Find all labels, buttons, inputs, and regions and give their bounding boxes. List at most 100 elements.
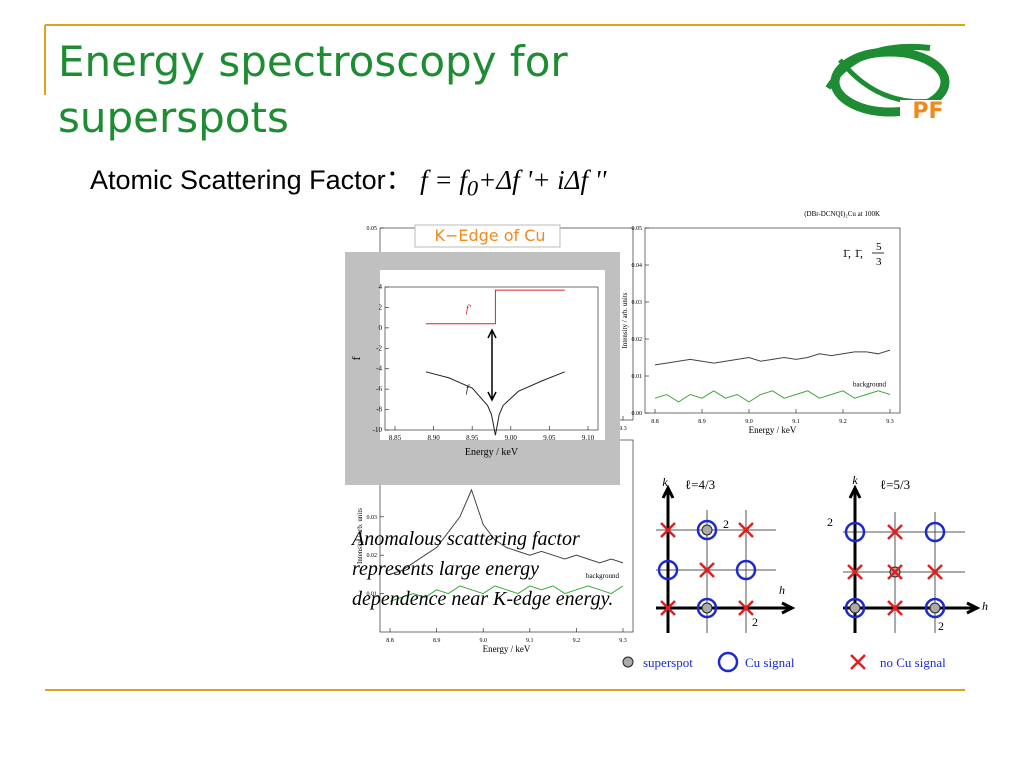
y-tick-label: 0.02 <box>367 553 378 559</box>
no-cu-marker <box>887 564 903 580</box>
x-tick-label: 9.1 <box>526 638 534 644</box>
formula: f = f <box>420 165 467 195</box>
cu-marker <box>657 559 679 581</box>
y-tick-label: 0.01 <box>632 374 643 380</box>
x-tick-label: 8.9 <box>698 419 706 425</box>
y-tick-label: 2 <box>379 303 383 311</box>
no-cu-marker <box>850 654 866 670</box>
cu-marker <box>844 521 866 543</box>
no-cu-marker <box>927 564 943 580</box>
y-axis-label: Intensity / arb. units <box>621 292 629 348</box>
y-tick-label: 0.03 <box>632 300 643 306</box>
y-tick-label: 0 <box>379 324 383 332</box>
reflection-num: 5 <box>876 241 882 253</box>
logo: PF <box>825 43 956 124</box>
no-cu-marker <box>738 522 754 538</box>
x-tick-label: 9.00 <box>505 434 518 442</box>
h-mark: 2 <box>752 615 758 629</box>
x-tick-label: 9.1 <box>792 419 800 425</box>
y-tick-label: -8 <box>376 406 382 414</box>
cu-marker <box>924 597 946 619</box>
x-tick-label: 9.2 <box>573 638 581 644</box>
series-line <box>389 585 624 602</box>
y-tick-label: 0.05 <box>632 226 643 232</box>
subtitle: Atomic Scattering Factor： f = f0+Δf '+ i… <box>90 158 606 201</box>
superspot-marker <box>701 524 713 536</box>
formula-end: +Δf '+ iΔf '' <box>478 165 607 195</box>
plot-frame <box>644 227 901 414</box>
no-cu-marker <box>699 562 715 578</box>
logo-text: PF <box>912 99 943 124</box>
y-tick-label: 0.04 <box>632 263 643 269</box>
series-label: background <box>853 381 887 389</box>
x-axis-label: Energy / keV <box>483 644 531 654</box>
diagram-title: ℓ=4/3 <box>685 477 715 492</box>
y-tick-label: -2 <box>376 344 382 352</box>
legend-label: superspot <box>643 655 693 670</box>
x-tick-label: 9.3 <box>886 419 894 425</box>
superspot-marker <box>622 656 634 668</box>
y-tick-label: -6 <box>376 385 382 393</box>
x-tick-label: 8.8 <box>386 638 394 644</box>
h-axis <box>656 601 796 615</box>
x-tick-label: 9.10 <box>582 434 595 442</box>
series-label: f <box>466 384 470 395</box>
x-tick-label: 8.85 <box>389 434 402 442</box>
h-mark: 2 <box>938 619 944 633</box>
y-tick-label: 0.03 <box>367 515 378 521</box>
cu-marker <box>696 597 718 619</box>
cu-marker <box>717 651 739 673</box>
x-axis-label: Energy / keV <box>749 425 797 435</box>
x-axis-label: Energy / keV <box>465 447 519 458</box>
y-tick-label: -4 <box>376 365 382 373</box>
h-label: h <box>779 583 785 597</box>
series-line <box>654 390 891 403</box>
series-line <box>654 349 891 366</box>
chart-bottom-left: 0.01 0.02 0.03 8.8 8.9 9.0 9.1 9.2 9.3 Energy / k… <box>356 439 634 654</box>
y-tick-label: 0.02 <box>632 337 643 343</box>
subtitle-label: Atomic Scattering Factor <box>90 165 386 195</box>
x-tick-label: 8.9 <box>433 638 441 644</box>
formula-sub: 0 <box>466 175 479 201</box>
x-tick-label: 9.3 <box>619 638 627 644</box>
slide-title: Energy spectroscopy for superspots <box>58 37 568 142</box>
no-cu-marker <box>887 600 903 616</box>
y-axis-label: f <box>349 357 363 361</box>
x-tick-label: 8.95 <box>466 434 479 442</box>
diagrams: ℓ=4/3 k h 2 2 ℓ=5/3 k h 2 2 superspot Cu signal no C… <box>622 473 988 673</box>
cu-marker <box>924 521 946 543</box>
x-tick-label: 8.8 <box>651 419 659 425</box>
inset-label: K−Edge of Cu <box>434 226 545 245</box>
superspot-marker <box>929 602 941 614</box>
series-line <box>425 289 565 325</box>
no-cu-marker <box>847 564 863 580</box>
series-line <box>425 371 565 436</box>
series-line <box>389 488 624 575</box>
legend-label: no Cu signal <box>880 655 946 670</box>
k-label: k <box>662 475 668 489</box>
note: Anomalous scattering factor represents l… <box>352 528 614 610</box>
x-tick-label: 9.05 <box>543 434 556 442</box>
no-cu-marker <box>887 524 903 540</box>
x-tick-label: 8.90 <box>427 434 440 442</box>
y-tick-label: 0.05 <box>367 226 378 232</box>
reflection-index: 1̄, 1̄, <box>842 246 863 260</box>
chart-top-right: 0.00 0.01 0.02 0.03 0.04 0.05 8.8 8.9 9.0 9.1 9.2 9… <box>621 210 901 435</box>
x-tick-label: 9.0 <box>745 419 753 425</box>
k-label: k <box>852 473 858 487</box>
y-tick-label: -10 <box>373 426 383 434</box>
k-mark: 2 <box>827 515 833 529</box>
edge-arrow <box>487 328 497 402</box>
k-mark: 2 <box>723 517 729 531</box>
cu-marker <box>696 519 718 541</box>
legend-label: Cu signal <box>745 655 795 670</box>
h-label: h <box>982 599 988 613</box>
x-tick-label: 9.2 <box>839 419 847 425</box>
x-tick-label: 9.3 <box>619 426 627 432</box>
cu-marker <box>844 597 866 619</box>
y-tick-label: 4 <box>379 283 383 291</box>
x-tick-label: 9.0 <box>479 638 487 644</box>
plot-frame <box>384 286 599 431</box>
reflection-den: 3 <box>876 256 882 268</box>
